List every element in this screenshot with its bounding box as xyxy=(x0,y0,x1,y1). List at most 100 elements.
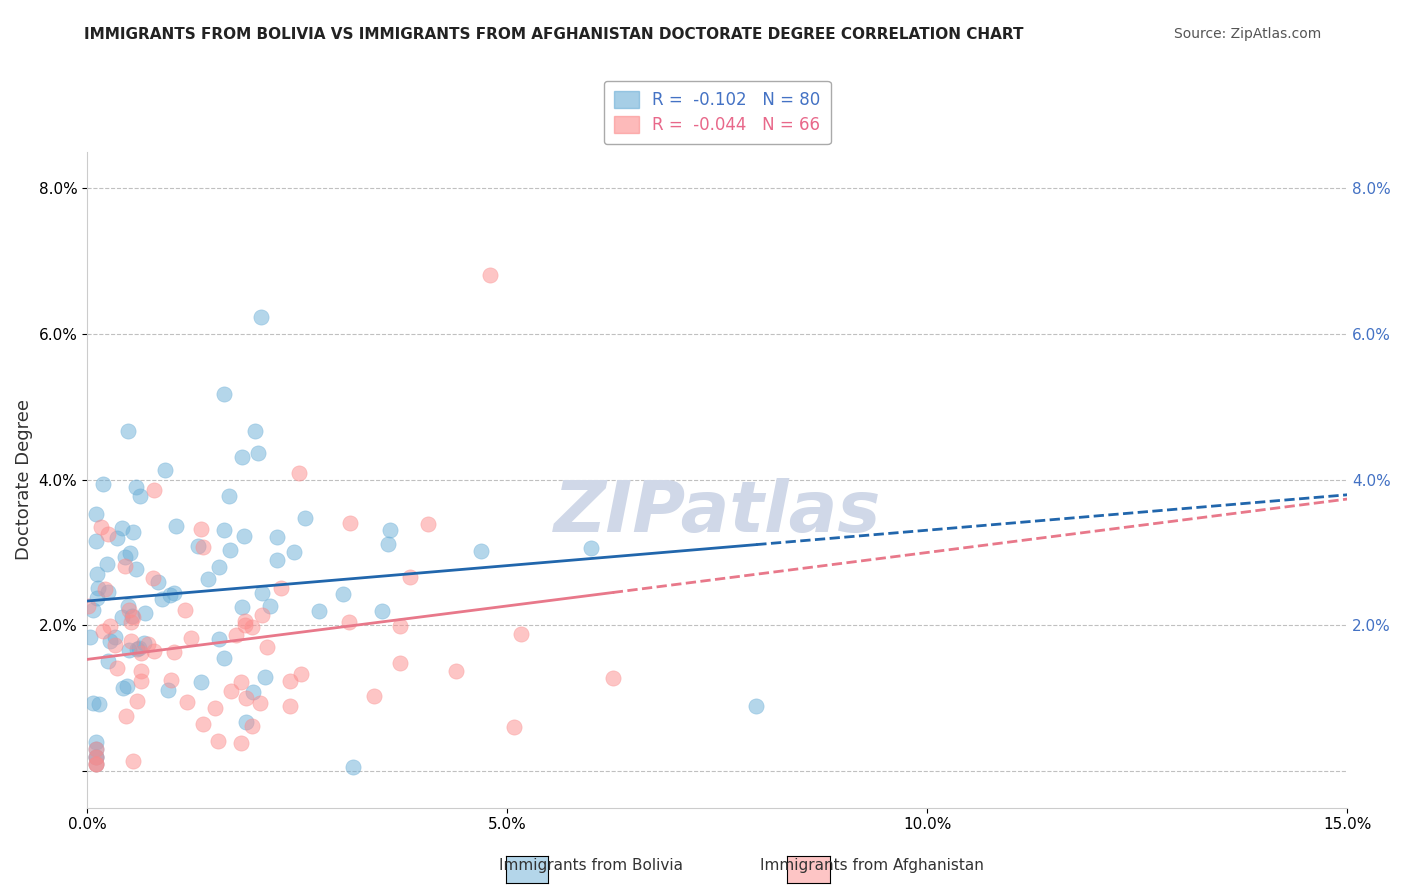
Point xyxy=(503,720,526,734)
Point xyxy=(143,483,166,497)
Point xyxy=(225,628,247,642)
Point xyxy=(398,570,420,584)
Point xyxy=(249,310,271,325)
Point xyxy=(180,631,202,645)
Point xyxy=(97,527,120,541)
Point xyxy=(86,533,108,548)
Point xyxy=(174,603,197,617)
Point xyxy=(288,467,311,481)
Point xyxy=(114,559,136,574)
Point xyxy=(470,543,492,558)
Point xyxy=(253,670,276,684)
Point xyxy=(121,608,143,623)
Point xyxy=(127,642,149,657)
Point xyxy=(240,719,263,733)
Point xyxy=(207,734,229,748)
Point xyxy=(111,681,134,695)
Point xyxy=(134,606,156,620)
Point xyxy=(197,573,219,587)
Point xyxy=(84,508,107,522)
Point xyxy=(160,673,183,687)
Point xyxy=(115,708,138,723)
Point xyxy=(214,523,236,537)
Point xyxy=(266,553,288,567)
Point xyxy=(90,520,112,534)
Point xyxy=(444,664,467,678)
Point xyxy=(142,571,165,585)
Point xyxy=(127,694,149,708)
Text: Immigrants from Afghanistan: Immigrants from Afghanistan xyxy=(759,858,984,872)
Point xyxy=(84,742,107,756)
Point xyxy=(111,521,134,535)
Text: Immigrants from Bolivia: Immigrants from Bolivia xyxy=(499,858,682,872)
Point xyxy=(136,637,159,651)
Point xyxy=(342,760,364,774)
Point xyxy=(77,599,100,614)
Point xyxy=(208,560,231,574)
Point xyxy=(134,635,156,649)
Point xyxy=(246,446,269,460)
Point xyxy=(111,609,134,624)
Point xyxy=(104,631,127,645)
Point xyxy=(84,742,107,756)
Point xyxy=(479,268,502,283)
Point xyxy=(84,749,107,764)
Point xyxy=(290,666,312,681)
Point xyxy=(120,615,142,630)
Point xyxy=(93,582,115,597)
Point xyxy=(98,619,121,633)
Point xyxy=(187,539,209,553)
Point xyxy=(87,582,110,596)
Point xyxy=(204,700,226,714)
Point xyxy=(122,610,145,624)
Point xyxy=(150,592,173,607)
Point xyxy=(233,528,256,542)
Text: Source: ZipAtlas.com: Source: ZipAtlas.com xyxy=(1174,27,1322,41)
Text: IMMIGRANTS FROM BOLIVIA VS IMMIGRANTS FROM AFGHANISTAN DOCTORATE DEGREE CORRELAT: IMMIGRANTS FROM BOLIVIA VS IMMIGRANTS FR… xyxy=(84,27,1024,42)
Point xyxy=(233,614,256,628)
Point xyxy=(159,588,181,602)
Point xyxy=(117,599,139,613)
Point xyxy=(252,586,274,600)
Point xyxy=(125,480,148,494)
Point xyxy=(190,675,212,690)
Point xyxy=(120,634,142,648)
Point xyxy=(190,522,212,536)
Point xyxy=(84,756,107,771)
Point xyxy=(363,689,385,703)
Point xyxy=(162,586,184,600)
Point xyxy=(219,543,242,558)
Point xyxy=(745,699,768,714)
Point xyxy=(337,615,360,630)
Point xyxy=(378,523,401,537)
Y-axis label: Doctorate Degree: Doctorate Degree xyxy=(15,399,32,560)
Point xyxy=(294,511,316,525)
Point xyxy=(231,600,253,615)
Point xyxy=(96,558,118,572)
Point xyxy=(97,584,120,599)
Point xyxy=(86,591,108,605)
Point xyxy=(176,695,198,709)
Point xyxy=(339,516,361,530)
Point xyxy=(278,673,301,688)
Point xyxy=(229,675,252,690)
Point xyxy=(86,567,108,582)
Point xyxy=(82,602,104,616)
Point xyxy=(242,685,264,699)
Point xyxy=(249,696,271,710)
Point xyxy=(240,620,263,634)
Point xyxy=(115,679,138,693)
Text: ZIPatlas: ZIPatlas xyxy=(554,478,882,547)
Point xyxy=(143,643,166,657)
Point xyxy=(270,581,292,595)
Point xyxy=(283,545,305,559)
Point xyxy=(128,640,150,655)
Point xyxy=(212,651,235,665)
Point xyxy=(122,754,145,768)
Point xyxy=(117,425,139,439)
Point xyxy=(105,660,128,674)
Point xyxy=(231,450,253,464)
Point xyxy=(250,607,273,622)
Point xyxy=(84,749,107,764)
Point xyxy=(208,632,231,647)
